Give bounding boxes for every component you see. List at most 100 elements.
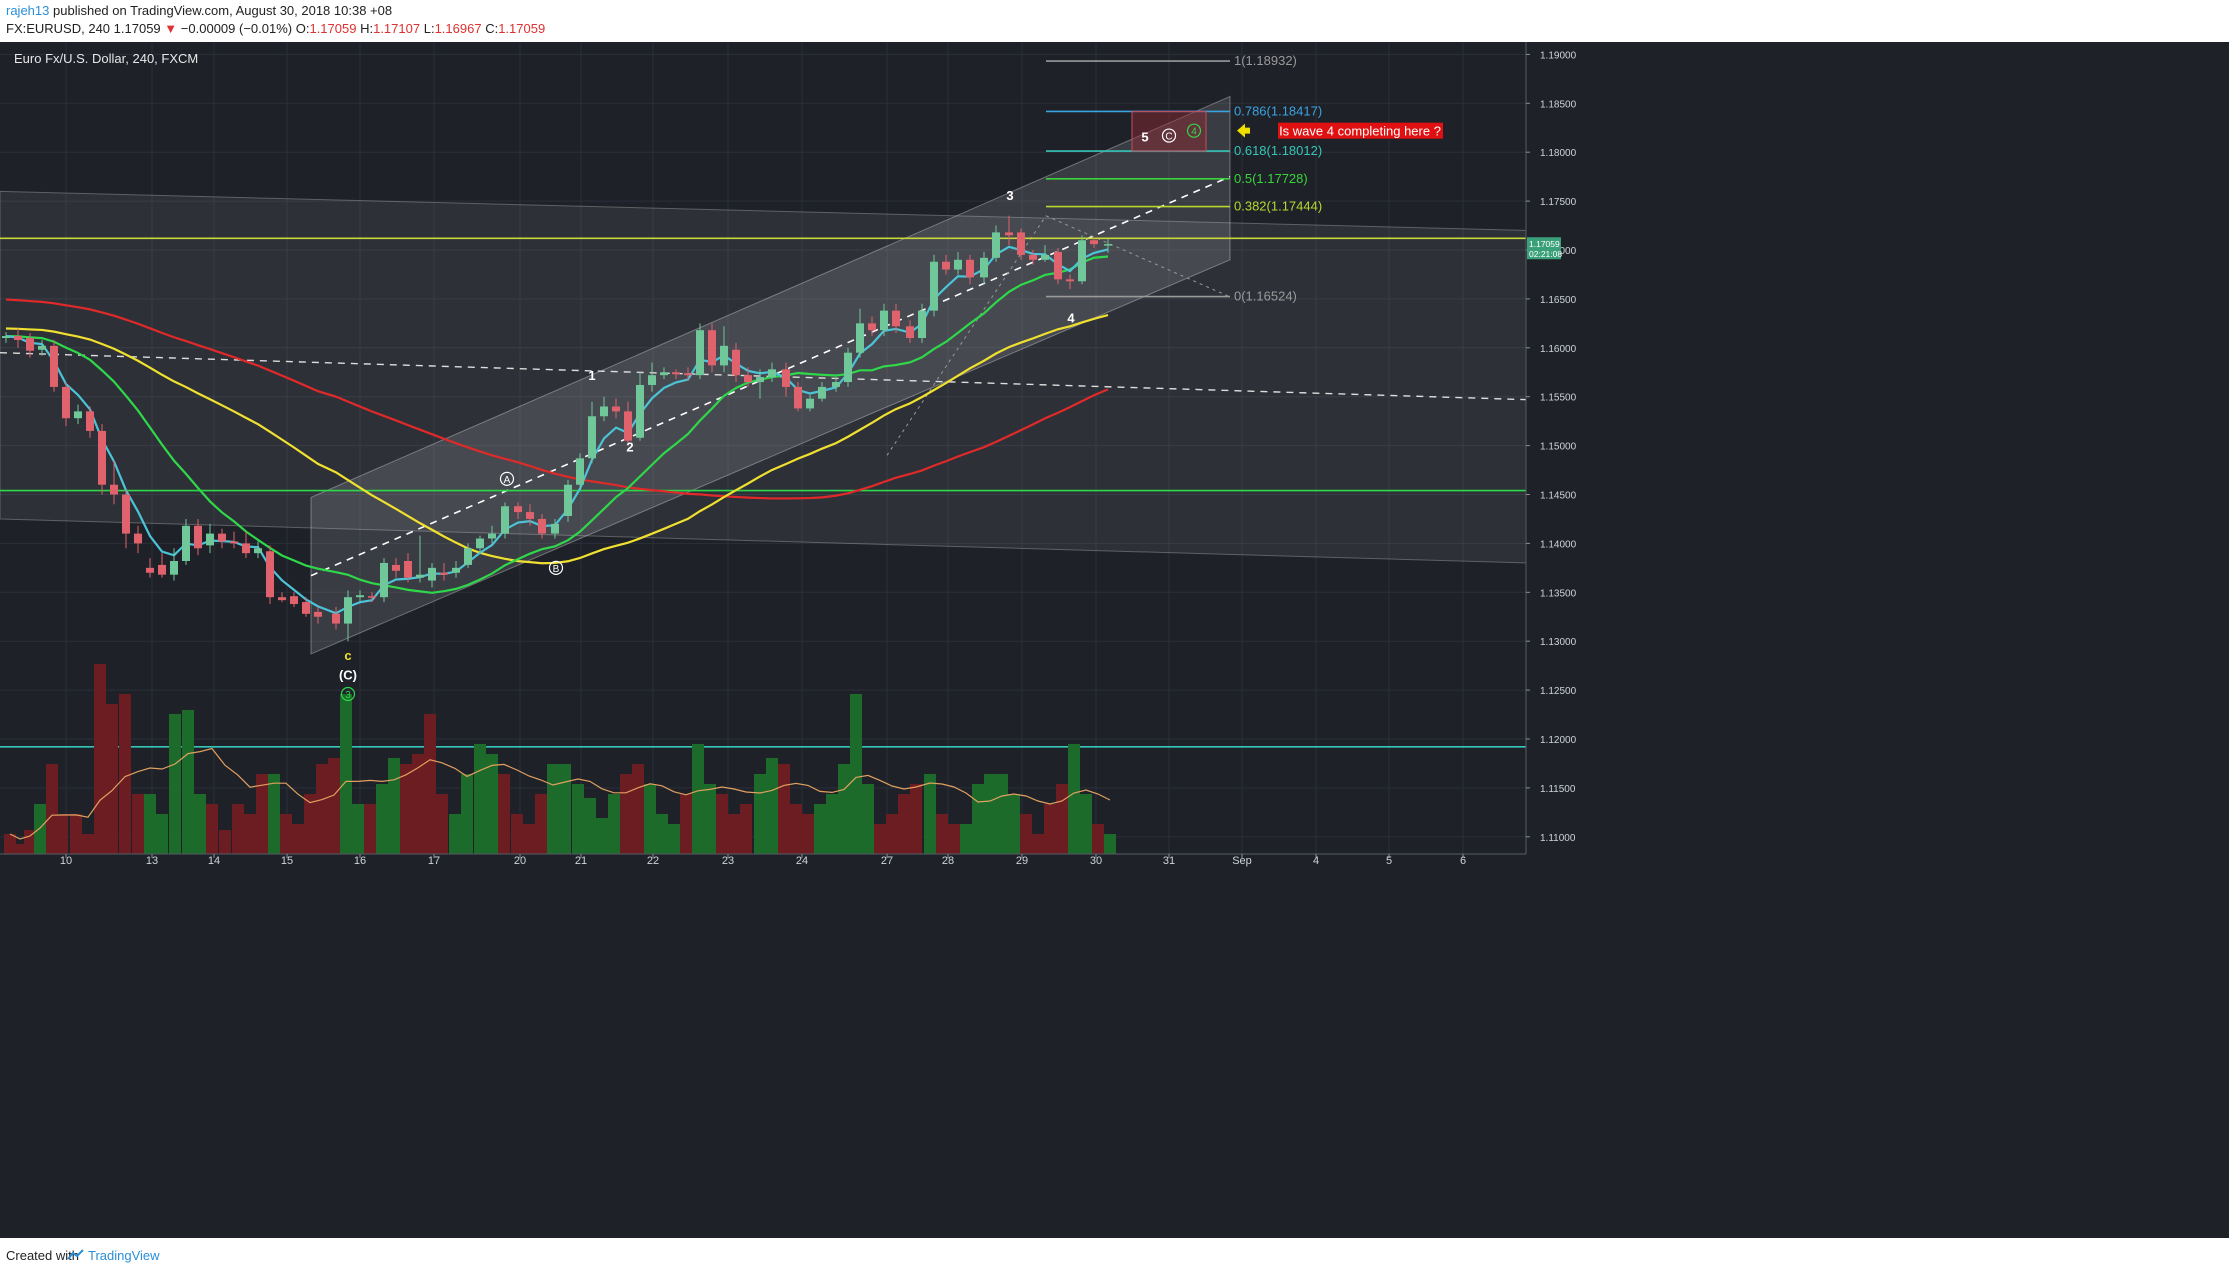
created-with-text: Created with — [6, 1248, 79, 1263]
low-label: L: — [423, 21, 435, 36]
candle-body — [794, 386, 802, 409]
countdown-value: 02:21:08 — [1529, 249, 1562, 259]
x-tick-label: 31 — [1163, 855, 1175, 867]
candle-body — [380, 562, 388, 598]
candle-body — [696, 330, 704, 376]
tradingview-link[interactable]: TradingView — [88, 1248, 160, 1263]
chart-title: Euro Fx/U.S. Dollar, 240, FXCM — [14, 51, 198, 66]
candle-body — [134, 533, 142, 544]
volume-bar — [972, 784, 984, 854]
x-tick-label: 24 — [796, 855, 808, 867]
y-tick-label: 1.18000 — [1540, 148, 1577, 159]
x-tick-label: 22 — [647, 855, 659, 867]
time-axis[interactable]: 10 13 14 15 16 17 20 21 22 23 24 27 28 29 30 31 Sep 4 5 6 — [0, 853, 1526, 867]
volume-bar — [1104, 834, 1116, 854]
candle-body — [266, 551, 274, 598]
ohlc-legend: FX:EURUSD, 240 1.17059 ▼ −0.00009 (−0.01… — [6, 21, 545, 36]
wave-label: 4 — [1067, 310, 1075, 325]
volume-bar — [547, 764, 559, 854]
candle-body — [110, 484, 118, 495]
x-tick-label: 21 — [575, 855, 587, 867]
candle-body — [440, 572, 448, 575]
candle-body — [86, 411, 94, 431]
candle-body — [648, 375, 656, 385]
price-chart[interactable]: 1(1.18932) 0.786(1.18417) 0.618(1.18012) 0.… — [0, 42, 2229, 1238]
volume-bar — [644, 784, 656, 854]
grid-lines — [0, 42, 1526, 854]
volume-bar — [34, 804, 46, 854]
candle-body — [278, 597, 286, 601]
y-tick-label: 1.14500 — [1540, 491, 1577, 502]
fib-retracement[interactable]: 1(1.18932) 0.786(1.18417) 0.618(1.18012) 0.… — [1046, 53, 1322, 304]
candle-body — [158, 564, 166, 575]
candle-body — [230, 541, 238, 544]
candle-body — [636, 384, 644, 438]
fib-level-label: 0(1.16524) — [1234, 289, 1297, 304]
price-axis-bg — [1526, 42, 2229, 1238]
volume-bar — [924, 774, 936, 854]
volume-bar — [1056, 784, 1068, 854]
volume-bar — [4, 834, 16, 854]
y-tick-label: 1.18500 — [1540, 99, 1577, 110]
open-value: 1.17059 — [309, 21, 357, 36]
volume-bar — [692, 744, 704, 854]
candle-body — [868, 323, 876, 331]
volume-bar — [984, 774, 996, 854]
x-tick-label: 27 — [881, 855, 893, 867]
volume-bar — [474, 744, 486, 854]
volume-bar — [716, 794, 728, 854]
candle-body — [194, 525, 202, 549]
volume-bar — [754, 774, 766, 854]
volume-bar — [996, 774, 1008, 854]
author-link[interactable]: rajeh13 — [6, 3, 50, 18]
y-tick-label: 1.14000 — [1540, 539, 1577, 550]
candle-body — [38, 345, 46, 350]
candle-body — [501, 506, 509, 534]
volume-bar — [352, 804, 364, 854]
candle-body — [62, 386, 70, 419]
volume-bar — [82, 834, 94, 854]
x-tick-label: 13 — [146, 855, 158, 867]
low-value: 1.16967 — [434, 21, 482, 36]
wave-circle — [1186, 123, 1202, 138]
circled-wave-label: B — [553, 564, 560, 575]
last-price-tag — [1527, 237, 1561, 260]
candle-body — [218, 533, 226, 542]
y-tick-label: 1.13000 — [1540, 637, 1577, 648]
sma-green-line — [5, 255, 1109, 594]
volume-bar — [24, 830, 36, 854]
candle-body — [122, 494, 130, 534]
candle-body — [992, 232, 1000, 258]
volume-bar — [436, 794, 448, 854]
volume-bar — [412, 754, 424, 854]
x-tick-label: 5 — [1386, 855, 1392, 867]
candle-body — [708, 330, 716, 366]
candle-body — [756, 377, 764, 383]
footer: Created with TradingView — [0, 1238, 2229, 1273]
volume-bar — [144, 794, 156, 854]
y-tick-label: 1.12000 — [1540, 735, 1577, 746]
sma-yellow-line — [5, 314, 1109, 565]
x-tick-label: 15 — [281, 855, 293, 867]
candle-body — [1078, 240, 1086, 282]
volume-bar — [850, 694, 862, 854]
fib-level-label: 0.382(1.17444) — [1234, 199, 1322, 214]
volume-bar — [156, 814, 168, 854]
candle-body — [416, 574, 424, 578]
y-tick-label: 1.19000 — [1540, 50, 1577, 61]
y-tick-label: 1.15500 — [1540, 393, 1577, 404]
volume-bar — [814, 804, 826, 854]
volume-bar — [244, 814, 256, 854]
open-label: O: — [295, 21, 310, 36]
candle-body — [50, 345, 58, 387]
candle-body — [74, 411, 82, 419]
x-tick-label: 28 — [942, 855, 954, 867]
candle-body — [732, 349, 740, 376]
candle-body — [624, 411, 632, 441]
candle-body — [954, 259, 962, 270]
volume-bar — [535, 794, 547, 854]
candle-body — [832, 382, 840, 387]
volume-bar — [268, 774, 280, 854]
price-axis[interactable]: 1.190001.185001.180001.175001.170001.165… — [1525, 42, 2229, 1238]
wave-circle — [340, 686, 356, 702]
